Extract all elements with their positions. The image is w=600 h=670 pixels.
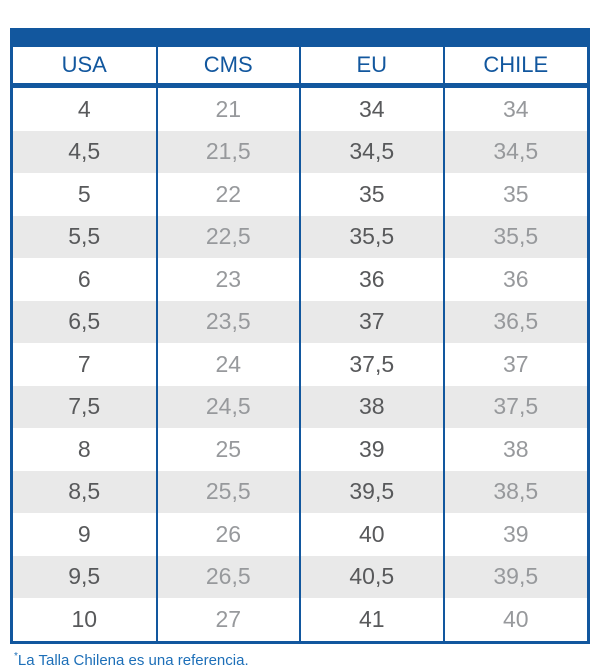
size-cell-cms: 22 [155,173,300,216]
size-cell-cms: 26 [155,513,300,556]
size-cell-chile: 35 [442,173,587,216]
size-cell-cms: 24,5 [155,385,300,428]
size-cell-usa: 8,5 [68,478,101,505]
size-cell-usa: 10 [71,605,98,632]
size-cell-usa: 6 [77,265,91,292]
size-cell-chile: 39 [442,513,587,556]
table-row: 5 22 35 35 [13,173,587,216]
size-cell-usa: 4,5 [68,138,101,165]
table-row: 9,5 26,5 40,5 39,5 [13,555,587,598]
size-cell-eu: 40,5 [299,555,444,598]
size-cell-chile: 40 [442,598,587,641]
size-cell-chile: 39,5 [442,555,587,598]
table-row: 6 23 36 36 [13,258,587,301]
table-row: 4 21 34 34 [13,85,587,131]
size-conversion-table: USA CMS EU CHILE 4 21 34 34 4,5 21,5 34,5 34,5 5 22 3… [10,28,590,644]
size-cell-chile: 37,5 [442,385,587,428]
table-row: 7,5 24,5 38 37,5 [13,385,587,428]
size-cell-cms: 25 [155,428,300,471]
size-cell-chile: 36,5 [442,300,587,343]
size-cell-eu: 34 [299,85,444,131]
table-header: USA CMS EU CHILE [13,47,587,88]
footnote: *La Talla Chilena es una referencia. [14,651,590,669]
table-row: 7 24 37,5 37 [13,343,587,386]
table-row: 4,5 21,5 34,5 34,5 [13,130,587,173]
column-header-eu: EU [299,47,444,88]
size-cell-eu: 38 [299,385,444,428]
size-cell-eu: 39,5 [299,470,444,513]
size-cell-cms: 22,5 [155,215,300,258]
size-cell-chile: 38 [442,428,587,471]
size-cell-chile: 34 [442,85,587,131]
footnote-asterisk: * [14,650,18,662]
header-row: USA CMS EU CHILE [13,47,587,88]
size-cell-eu: 37,5 [299,343,444,386]
table-row: 6,5 23,5 37 36,5 [13,300,587,343]
size-cell-usa: 7,5 [68,393,101,420]
size-cell-usa: 6,5 [68,308,101,335]
size-cell-cms: 25,5 [155,470,300,513]
size-cell-eu: 36 [299,258,444,301]
size-cell-chile: 34,5 [442,130,587,173]
size-cell-eu: 39 [299,428,444,471]
size-cell-chile: 37 [442,343,587,386]
table-row: 5,5 22,5 35,5 35,5 [13,215,587,258]
size-cell-eu: 41 [299,598,444,641]
size-cell-usa: 5 [77,180,91,207]
column-header-chile: CHILE [442,47,587,88]
size-cell-usa: 4 [77,95,91,122]
size-cell-cms: 27 [155,598,300,641]
size-cell-usa: 8 [77,435,91,462]
table-row: 9 26 40 39 [13,513,587,556]
size-cell-cms: 26,5 [155,555,300,598]
size-cell-cms: 21 [155,85,300,131]
size-cell-eu: 35,5 [299,215,444,258]
size-cell-chile: 35,5 [442,215,587,258]
table-row: 8 25 39 38 [13,428,587,471]
size-cell-cms: 24 [155,343,300,386]
column-header-cms: CMS [155,47,300,88]
size-cell-eu: 35 [299,173,444,216]
size-table: USA CMS EU CHILE 4 21 34 34 4,5 21,5 34,5 34,5 5 22 3… [13,47,587,641]
footnote-text: La Talla Chilena es una referencia. [17,651,249,669]
column-header-usa: USA [13,47,157,88]
table-body: 4 21 34 34 4,5 21,5 34,5 34,5 5 22 35 35 5,5 22,5 35,5… [13,85,587,641]
size-cell-cms: 23,5 [155,300,300,343]
table-top-bar [13,31,587,47]
size-cell-usa: 7 [77,350,91,377]
size-cell-usa: 5,5 [68,223,101,250]
size-cell-chile: 36 [442,258,587,301]
size-cell-cms: 21,5 [155,130,300,173]
size-cell-eu: 37 [299,300,444,343]
size-cell-chile: 38,5 [442,470,587,513]
table-row: 10 27 41 40 [13,598,587,641]
size-cell-eu: 34,5 [299,130,444,173]
size-cell-eu: 40 [299,513,444,556]
size-cell-cms: 23 [155,258,300,301]
size-cell-usa: 9 [77,520,91,547]
size-cell-usa: 9,5 [68,563,101,590]
table-row: 8,5 25,5 39,5 38,5 [13,470,587,513]
